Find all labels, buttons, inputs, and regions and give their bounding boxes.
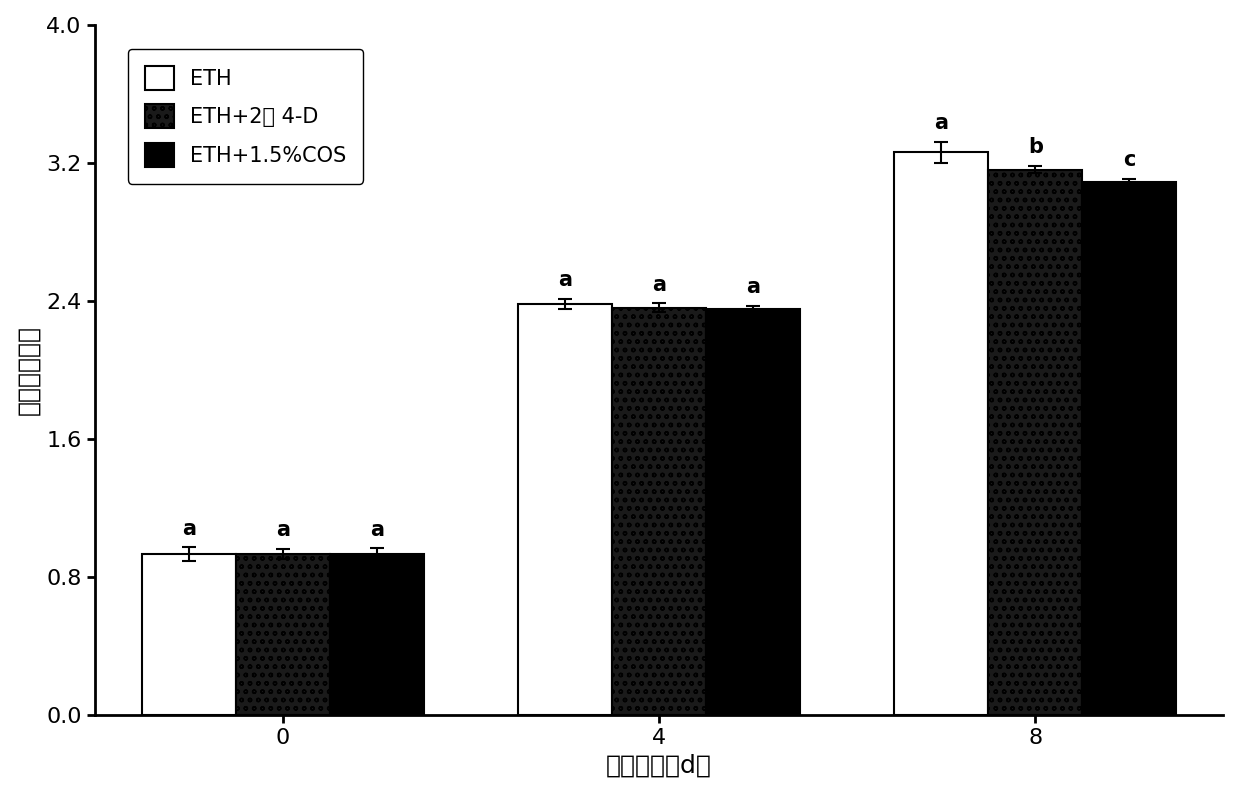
Y-axis label: 果皮色泽指数: 果皮色泽指数: [16, 325, 41, 414]
Text: a: a: [652, 275, 666, 295]
Bar: [518, 304, 613, 715]
Text: a: a: [277, 520, 290, 541]
Bar: [141, 554, 236, 715]
Text: c: c: [1123, 150, 1136, 171]
Text: a: a: [934, 114, 949, 133]
Bar: [613, 307, 706, 715]
Bar: [1083, 182, 1177, 715]
Legend: ETH, ETH+2， 4-D, ETH+1.5%COS: ETH, ETH+2， 4-D, ETH+1.5%COS: [128, 49, 363, 183]
Text: a: a: [370, 519, 384, 539]
Text: a: a: [558, 270, 572, 291]
Bar: [988, 170, 1083, 715]
Text: b: b: [1028, 137, 1043, 157]
Text: a: a: [182, 518, 196, 538]
Bar: [330, 554, 424, 715]
X-axis label: 贮藏时间（d）: 贮藏时间（d）: [606, 754, 712, 777]
Bar: [236, 554, 330, 715]
Text: a: a: [746, 277, 760, 297]
Bar: [706, 309, 800, 715]
Bar: [894, 152, 988, 715]
